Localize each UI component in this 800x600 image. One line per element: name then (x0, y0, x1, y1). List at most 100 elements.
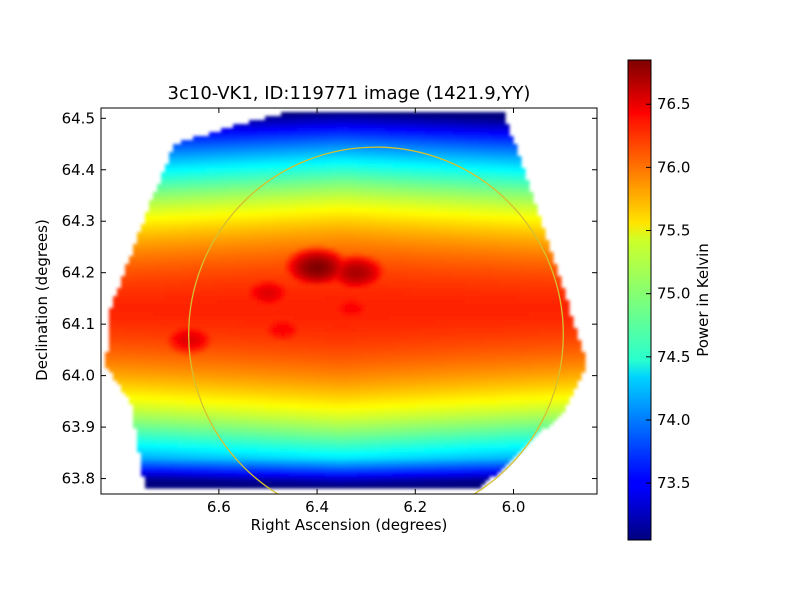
heatmap-cell (373, 248, 378, 253)
heatmap-cell (137, 280, 142, 285)
heatmap-cell (397, 304, 402, 309)
heatmap-cell (445, 296, 450, 301)
heatmap-cell (161, 312, 166, 317)
heatmap-cell (401, 200, 406, 205)
heatmap-cell (365, 280, 370, 285)
heatmap-cell (373, 264, 378, 269)
heatmap-cell (265, 272, 270, 277)
heatmap-cell (457, 216, 462, 221)
heatmap-cell (133, 264, 138, 269)
heatmap-cell (229, 264, 234, 269)
heatmap-cell (441, 240, 446, 245)
heatmap-cell (321, 240, 326, 245)
heatmap-cell (241, 160, 246, 165)
heatmap-cell (513, 204, 518, 209)
heatmap-cell (449, 240, 454, 245)
heatmap-cell (225, 164, 230, 169)
heatmap-cell (301, 116, 306, 121)
heatmap-cell (421, 284, 426, 289)
heatmap-cell (281, 192, 286, 197)
heatmap-cell (281, 264, 286, 269)
heatmap-cell (233, 304, 238, 309)
heatmap-cell (429, 204, 434, 209)
heatmap-cell (269, 132, 274, 137)
heatmap-cell (509, 176, 514, 181)
heatmap-cell (241, 272, 246, 277)
heatmap-cell (453, 280, 458, 285)
heatmap-cell (317, 188, 322, 193)
heatmap-cell (193, 252, 198, 257)
heatmap-cell (317, 288, 322, 293)
heatmap-cell (153, 256, 158, 261)
heatmap-cell (357, 316, 362, 321)
heatmap-cell (253, 144, 258, 149)
heatmap-cell (129, 256, 134, 261)
heatmap-cell (141, 288, 146, 293)
heatmap-cell (161, 184, 166, 189)
heatmap-cell (413, 200, 418, 205)
heatmap-cell (321, 244, 326, 249)
heatmap-cell (277, 312, 282, 317)
heatmap-cell (489, 112, 494, 117)
heatmap-cell (309, 148, 314, 153)
heatmap-cell (369, 280, 374, 285)
heatmap-cell (241, 280, 246, 285)
heatmap-cell (385, 192, 390, 197)
heatmap-cell (241, 236, 246, 241)
heatmap-cell (445, 208, 450, 213)
heatmap-cell (305, 248, 310, 253)
heatmap-cell (477, 256, 482, 261)
heatmap-cell (493, 224, 498, 229)
heatmap-cell (209, 272, 214, 277)
heatmap-cell (369, 236, 374, 241)
heatmap-cell (221, 232, 226, 237)
heatmap-cell (177, 152, 182, 157)
heatmap-cell (317, 248, 322, 253)
heatmap-cell (477, 192, 482, 197)
heatmap-cell (249, 256, 254, 261)
heatmap-cell (361, 112, 366, 117)
heatmap-cell (401, 192, 406, 197)
heatmap-cell (353, 116, 358, 121)
heatmap-cell (373, 272, 378, 277)
heatmap-cell (197, 312, 202, 317)
heatmap-cell (225, 204, 230, 209)
heatmap-cell (177, 232, 182, 237)
heatmap-cell (485, 248, 490, 253)
heatmap-cell (325, 220, 330, 225)
heatmap-cell (425, 196, 430, 201)
heatmap-cell (469, 244, 474, 249)
heatmap-cell (393, 152, 398, 157)
heatmap-cell (285, 168, 290, 173)
heatmap-cell (385, 212, 390, 217)
heatmap-cell (277, 252, 282, 257)
heatmap-cell (253, 232, 258, 237)
heatmap-cell (305, 220, 310, 225)
heatmap-cell (477, 308, 482, 313)
heatmap-cell (217, 172, 222, 177)
heatmap-cell (413, 236, 418, 241)
heatmap-cell (465, 272, 470, 277)
heatmap-cell (305, 152, 310, 157)
heatmap-cell (497, 180, 502, 185)
heatmap-cell (321, 180, 326, 185)
heatmap-cell (349, 132, 354, 137)
heatmap-cell (401, 188, 406, 193)
heatmap-cell (201, 192, 206, 197)
heatmap-cell (173, 196, 178, 201)
heatmap-cell (445, 168, 450, 173)
heatmap-cell (337, 152, 342, 157)
heatmap-cell (493, 244, 498, 249)
heatmap-cell (237, 280, 242, 285)
heatmap-cell (441, 280, 446, 285)
heatmap-cell (161, 244, 166, 249)
heatmap-cell (489, 160, 494, 165)
heatmap-cell (277, 200, 282, 205)
heatmap-cell (365, 160, 370, 165)
heatmap-cell (237, 260, 242, 265)
heatmap-cell (177, 204, 182, 209)
heatmap-cell (269, 156, 274, 161)
heatmap-cell (489, 180, 494, 185)
heatmap-cell (373, 148, 378, 153)
heatmap-cell (301, 264, 306, 269)
